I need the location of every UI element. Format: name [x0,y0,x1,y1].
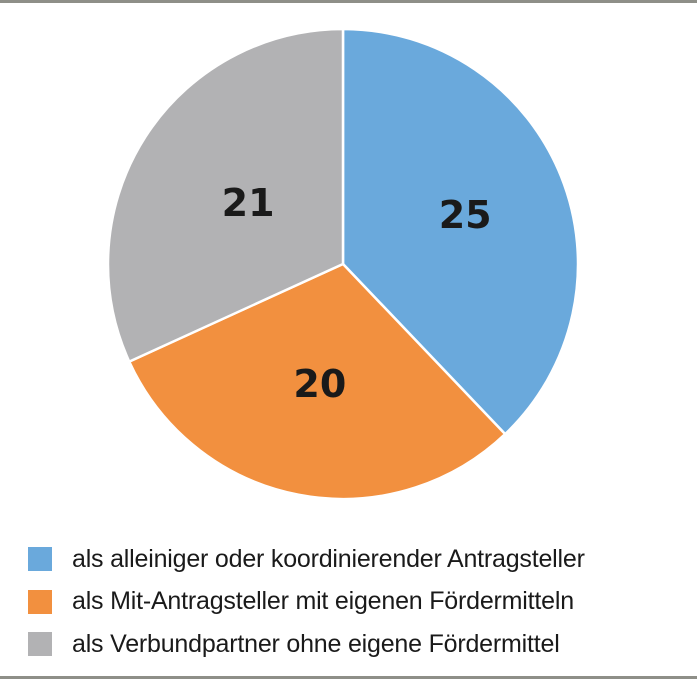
legend-label: als Mit-Antragsteller mit eigenen Förder… [72,587,574,616]
pie-slice [127,262,507,501]
bottom-rule [0,676,697,679]
slice-value-label: 25 [439,193,492,237]
top-rule [0,0,697,3]
pie-chart: 25 20 21 [106,27,580,501]
slice-value-label: 20 [293,362,346,406]
legend-item: als alleiniger oder koordinierender Antr… [28,538,585,581]
slice-value-label: 21 [222,181,275,225]
legend: als alleiniger oder koordinierender Antr… [28,538,585,666]
legend-item: als Mit-Antragsteller mit eigenen Förder… [28,581,585,624]
legend-label: als alleiniger oder koordinierender Antr… [72,544,585,573]
legend-item: als Verbundpartner ohne eigene Fördermit… [28,623,585,666]
legend-swatch [28,547,52,572]
legend-label: als Verbundpartner ohne eigene Fördermit… [72,629,560,658]
legend-swatch [28,589,52,614]
legend-swatch [28,632,52,657]
pie-slice [106,27,345,363]
pie-slice [341,27,580,436]
